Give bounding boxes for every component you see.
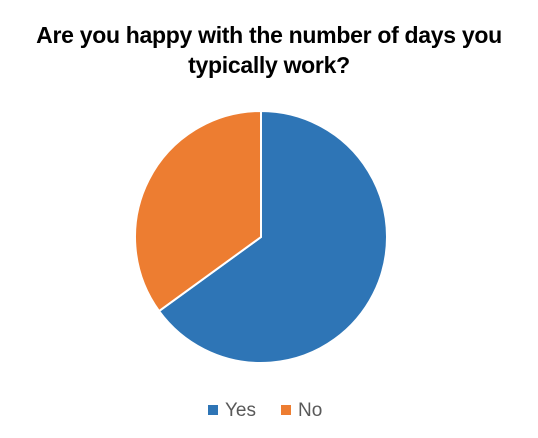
legend-swatch xyxy=(208,405,218,415)
legend-label: No xyxy=(298,400,322,421)
pie-slice xyxy=(157,109,388,364)
legend-label: Yes xyxy=(225,400,256,421)
legend-swatch xyxy=(281,405,291,415)
chart-title: Are you happy with the number of days yo… xyxy=(36,22,502,78)
pie-slice xyxy=(134,109,262,313)
